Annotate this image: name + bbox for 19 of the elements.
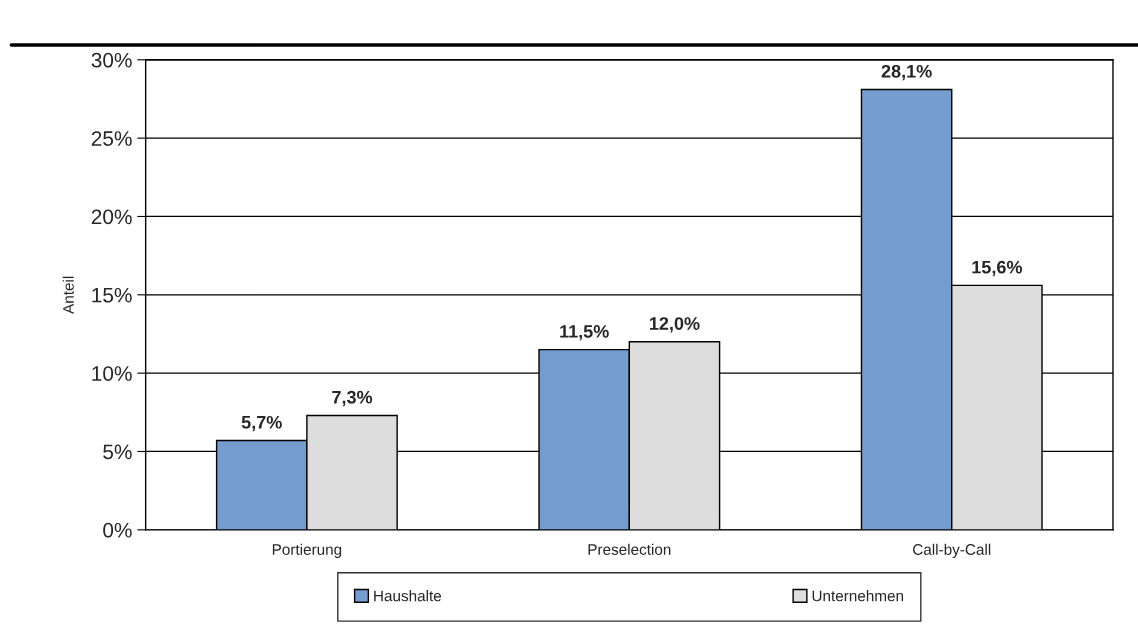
y-axis-title: Anteil — [62, 276, 74, 314]
data-label: 11,5% — [560, 325, 609, 341]
legend-label: Haushalte — [374, 590, 442, 602]
y-tick-label: 30% — [91, 52, 132, 68]
y-tick-label: 20% — [91, 209, 132, 225]
y-tick-label: 15% — [92, 287, 132, 303]
x-tick-label: Portierung — [272, 543, 342, 558]
data-label: 28,1% — [881, 64, 932, 81]
x-tick-label: Preselection — [588, 543, 671, 555]
y-tick-label: 0% — [103, 522, 132, 538]
y-tick-label: 10% — [92, 366, 132, 381]
legend-label: Unternehmen — [812, 590, 904, 602]
data-label: 15,6% — [972, 260, 1023, 277]
x-tick-label: Call-by-Call — [913, 543, 991, 558]
data-label: 5,7% — [241, 415, 282, 432]
data-label: 12,0% — [650, 317, 700, 333]
y-tick-label: 5% — [103, 444, 132, 460]
data-label: 7,3% — [332, 390, 373, 407]
y-tick-label: 25% — [91, 131, 132, 146]
